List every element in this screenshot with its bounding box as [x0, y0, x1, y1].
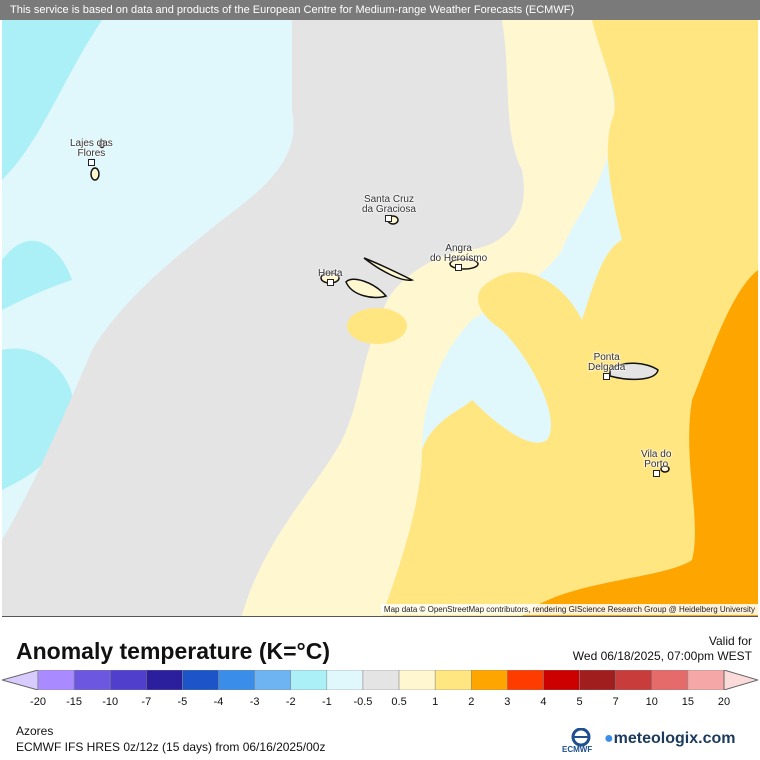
temperature-anomaly-map[interactable] [2, 20, 758, 617]
place-label: Ponta Delgada [588, 352, 626, 373]
place-vila-do-porto: Vila do Porto [641, 450, 671, 480]
ecmwf-logo[interactable]: ECMWF [558, 727, 604, 756]
place-label: Angra do Heroísmo [430, 243, 488, 264]
colorbar-tick-label: 15 [681, 696, 695, 708]
colorbar-tick-label: -7 [141, 696, 152, 708]
city-marker-icon [455, 264, 463, 271]
city-marker-icon [87, 159, 95, 166]
colorbar-swatch [73, 670, 111, 690]
colorbar-swatch [615, 670, 653, 690]
city-marker-icon [652, 470, 660, 477]
colorbar-under-arrow [2, 670, 39, 690]
colorbar-tick-label: 3 [504, 696, 511, 708]
colorbar-tick-label: -0.5 [353, 696, 373, 708]
chart-title: Anomaly temperature (K=°C) [16, 638, 331, 664]
place-angra-do-heroismo: Angra do Heroísmo [430, 244, 487, 274]
colorbar-tick-label: -1 [321, 696, 332, 708]
colorbar-swatch [218, 670, 255, 690]
colorbar-tick-label: -10 [102, 696, 119, 708]
city-marker-icon [385, 215, 393, 222]
colorbar-swatch [687, 670, 725, 690]
colorbar-swatch [471, 670, 508, 690]
colorbar-tick-label: 10 [645, 696, 658, 708]
colorbar-tick-label: -5 [177, 696, 188, 708]
colorbar-tick-label: 7 [612, 696, 619, 708]
colorbar-swatch [37, 670, 75, 690]
place-ponta-delgada: Ponta Delgada [588, 353, 625, 383]
meteologix-logo-text: meteologix.com [613, 730, 736, 747]
colorbar-tick-label: 20 [717, 696, 731, 708]
colorbar-tick-label: 5 [576, 696, 583, 708]
meteologix-logo-icon: ● [604, 730, 614, 747]
colorbar-swatch [146, 670, 183, 690]
colorbar-over-arrow [723, 670, 758, 690]
place-label: Vila do Porto [641, 449, 672, 470]
colorbar-tick-label: -3 [249, 696, 260, 708]
place-horta: Horta [318, 269, 342, 289]
colorbar-tick-label: -15 [66, 696, 83, 708]
colorbar-swatch [290, 670, 328, 690]
region-label: Azores [16, 724, 54, 738]
colorbar-swatch [326, 670, 364, 690]
place-label: Lajes das Flores [70, 138, 113, 159]
colorbar-swatch [254, 670, 291, 690]
colorbar-tick-label: -4 [213, 696, 224, 708]
colorbar-swatch [543, 670, 580, 690]
colorbar-swatch [362, 670, 400, 690]
colorbar-tick-label: 1 [432, 696, 439, 708]
ecmwf-banner: This service is based on data and produc… [0, 0, 760, 20]
colorbar-swatch [398, 670, 436, 690]
meteologix-logo[interactable]: ●meteologix.com [604, 730, 735, 748]
colorbar-swatch [651, 670, 689, 690]
colorbar-tick-label: 4 [540, 696, 547, 708]
ecmwf-logo-icon [571, 727, 591, 747]
colorbar-swatch [109, 670, 147, 690]
valid-time: Wed 06/18/2025, 07:00pm WEST [572, 649, 752, 663]
colorbar-swatch [579, 670, 616, 690]
place-lajes-das-flores: Lajes das Flores [70, 139, 113, 169]
city-marker-icon [603, 373, 611, 380]
colorbar-tick-label: -20 [30, 696, 46, 708]
valid-label: Valid for [708, 634, 752, 648]
colorbar [2, 670, 758, 690]
model-run-info: ECMWF IFS HRES 0z/12z (15 days) from 06/… [16, 740, 326, 754]
place-santa-cruz-da-graciosa: Santa Cruz da Graciosa [362, 195, 416, 225]
city-marker-icon [326, 279, 334, 286]
colorbar-swatch [182, 670, 219, 690]
colorbar-tick-label: -2 [285, 696, 296, 708]
place-label: Horta [318, 268, 343, 279]
place-label: Santa Cruz da Graciosa [362, 194, 416, 215]
map-attribution: Map data © OpenStreetMap contributors, r… [380, 604, 758, 615]
colorbar-tick-label: 2 [468, 696, 475, 708]
colorbar-swatch [434, 670, 472, 690]
ecmwf-logo-text: ECMWF [562, 745, 593, 754]
colorbar-swatch [507, 670, 544, 690]
colorbar-tick-label: 0.5 [391, 696, 407, 708]
